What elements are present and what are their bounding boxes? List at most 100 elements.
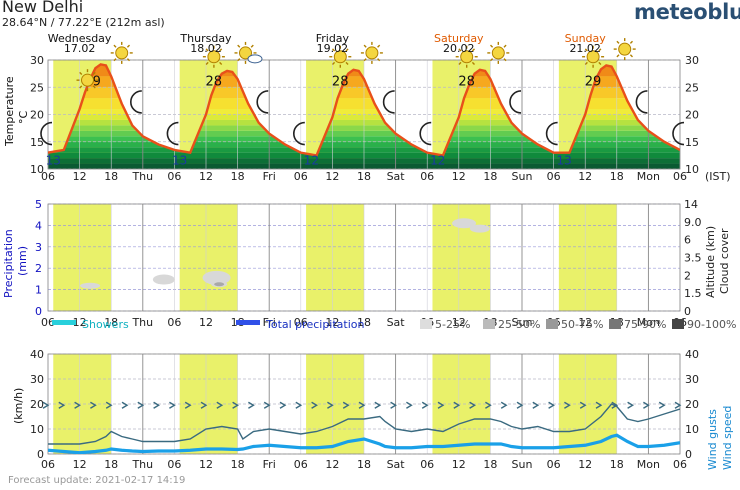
day-date: 17.02 [64,42,96,55]
legend-swatch [672,319,684,329]
temp-ytick-right: 20 [685,109,699,122]
moon-icon [545,121,559,146]
altitude-tick: 9.0 [684,216,702,229]
wind-direction-arrow [469,401,476,409]
precip-ytick: 1 [35,284,42,297]
time-tick-label: Mon [637,170,660,183]
time-tick-label: 06 [167,316,181,329]
time-tick-label: Sun [512,458,533,471]
temp-ytick: 25 [30,81,44,94]
temp-axis-label: Temperature [3,76,16,147]
wind-direction-arrow [263,401,271,409]
time-tick-label: 18 [483,458,497,471]
wind-direction-arrow [564,401,571,409]
time-tick-label: 18 [483,170,497,183]
wind-direction-arrow [184,401,192,409]
wind-direction-arrow [421,401,429,409]
wind-direction-arrow [169,401,176,409]
temp-max-label: 29 [585,75,602,90]
daylight-band [306,204,364,311]
wind-ytick: 0 [37,448,44,461]
precip-axis-unit: (mm) [16,246,29,276]
time-tick-label: Fri [263,316,276,329]
time-tick-label: Mon [637,458,660,471]
precip-axis-label: Precipitation [2,229,15,298]
time-tick-label: 12 [578,170,592,183]
wind-direction-arrow [200,401,208,409]
day-name: Friday [316,32,350,45]
temp-min-label: 13 [172,154,187,168]
time-tick-label: 06 [420,458,434,471]
wind-direction-arrow [216,401,224,409]
moon-icon [419,121,433,146]
wind-direction-arrow [485,401,492,409]
altitude-tick: 6 [684,234,691,247]
altitude-axis-label: Altitude (km) [704,226,717,298]
precip-ytick: 0 [35,305,42,318]
time-tick-label: 18 [357,170,371,183]
legend-swatch [483,319,495,329]
wind-direction-arrow [516,401,524,409]
legend-label: 90-100% [687,318,736,331]
moon-icon [382,90,396,114]
wind-direction-arrow [658,401,666,409]
time-tick-label: 06 [673,458,687,471]
wind-ytick-right: 0 [685,448,692,461]
wind-direction-arrow [279,401,287,409]
wind-direction-arrow [390,401,397,409]
moon-icon [256,90,270,114]
time-tick-label: 06 [420,170,434,183]
wind-direction-arrow [295,401,303,409]
wind-ytick-right: 20 [685,398,699,411]
time-tick-label: 06 [167,458,181,471]
legend-swatch [420,319,432,329]
day-date: 20.02 [443,42,475,55]
altitude-tick: 14 [684,198,698,211]
time-tick-label: Fri [263,170,276,183]
temp-min-label: 13 [556,154,571,168]
wind-direction-arrow [58,401,66,409]
location-coords: 28.64°N / 77.22°E (212m asl) [2,16,165,29]
time-tick-label: 18 [231,458,245,471]
wind-direction-arrow [342,401,350,409]
wind-direction-arrow [548,401,555,409]
time-tick-label: 06 [547,458,561,471]
altitude-tick: 0 [684,305,691,318]
cloud-axis-label: Cloud cover [718,228,731,294]
time-tick-label: 12 [199,458,213,471]
day-date: 18.02 [190,42,222,55]
wind-direction-arrow [579,401,587,409]
wind-ytick: 40 [30,348,44,361]
cloud-cover-patch [202,270,231,285]
time-tick-label: 06 [294,316,308,329]
wind-direction-arrow [437,401,445,409]
wind-direction-arrow [327,401,334,409]
temp-ytick-right: 25 [685,81,699,94]
time-tick-label: 12 [73,170,87,183]
time-tick-label: 18 [610,458,624,471]
temp-ytick-right: 15 [685,136,699,149]
day-date: 19.02 [317,42,349,55]
sun-icon [486,41,510,65]
moon-icon [635,90,649,114]
time-tick-label: 06 [673,170,687,183]
wind-direction-arrow [90,401,97,409]
time-tick-label: 06 [41,170,55,183]
wind-direction-arrow [153,401,160,409]
time-tick-label: 12 [452,170,466,183]
wind-direction-arrow [137,401,145,409]
wind-ytick: 10 [30,423,44,436]
time-tick-label: Thu [131,316,153,329]
time-tick-label: 12 [199,170,213,183]
time-unit: (IST) [705,170,731,183]
temp-max-label: 28 [206,75,223,90]
wind-direction-arrow [121,401,129,409]
time-tick-label: Fri [263,458,276,471]
sun-icon [613,37,637,61]
wind-direction-arrow [232,401,239,409]
wind-direction-arrow [105,401,113,409]
brand-logo[interactable]: meteoblue [634,0,740,24]
legend-label: 5-25% [435,318,470,331]
legend-label: Total precipitation [265,318,365,331]
location-title: New Delhi [2,0,84,16]
